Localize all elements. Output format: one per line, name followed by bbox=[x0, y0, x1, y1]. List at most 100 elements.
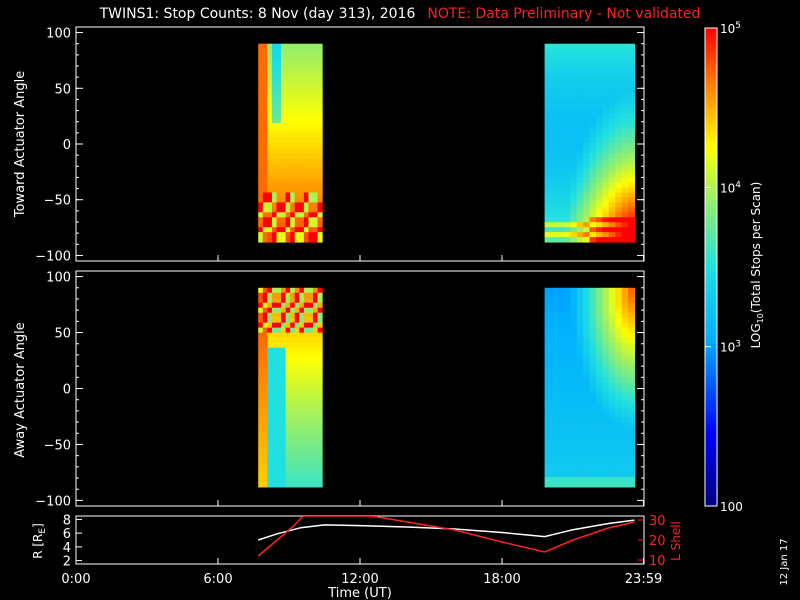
heatmap-cell bbox=[290, 152, 296, 159]
heatmap-cell bbox=[557, 88, 565, 94]
heatmap-cell bbox=[557, 357, 565, 363]
heatmap-cell bbox=[262, 287, 268, 294]
heatmap-cell bbox=[267, 93, 273, 99]
heatmap-cell bbox=[317, 367, 323, 373]
heatmap-cell bbox=[313, 417, 319, 423]
heatmap-cell bbox=[308, 462, 314, 468]
heatmap-cell bbox=[258, 452, 264, 458]
heatmap-cell bbox=[313, 83, 319, 89]
heatmap-cell bbox=[608, 442, 616, 448]
heatmap-cell bbox=[570, 387, 578, 393]
heatmap-cell bbox=[303, 212, 309, 218]
heatmap-cell bbox=[615, 481, 623, 488]
heatmap-cell bbox=[271, 412, 277, 418]
heatmap-cell bbox=[267, 128, 273, 134]
heatmap-cell bbox=[258, 227, 264, 233]
heatmap-cell bbox=[294, 292, 300, 299]
heatmap-cell bbox=[317, 152, 323, 159]
heatmap-cell bbox=[294, 452, 300, 458]
heatmap-cell bbox=[544, 317, 552, 324]
heatmap-cell bbox=[544, 78, 552, 84]
heatmap-cell bbox=[628, 73, 636, 79]
heatmap-cell bbox=[557, 157, 565, 164]
heatmap-cell bbox=[290, 73, 296, 79]
heatmap-cell bbox=[615, 123, 623, 129]
heatmap-cell bbox=[308, 372, 314, 378]
heatmap-cell bbox=[576, 73, 584, 79]
heatmap-cell bbox=[290, 452, 296, 458]
heatmap-cell bbox=[608, 312, 616, 319]
heatmap-cell bbox=[621, 417, 629, 423]
heatmap-cell bbox=[544, 227, 552, 233]
heatmap-cell bbox=[628, 342, 636, 349]
heatmap-cell bbox=[583, 402, 591, 408]
heatmap-cell bbox=[557, 412, 565, 418]
heatmap-cell bbox=[258, 58, 264, 65]
heatmap-cell bbox=[583, 317, 591, 324]
heatmap-cell bbox=[303, 382, 309, 388]
heatmap-cell bbox=[557, 452, 565, 458]
heatmap-cell bbox=[285, 342, 291, 349]
heatmap-cell bbox=[299, 292, 305, 299]
heatmap-cell bbox=[628, 197, 636, 203]
heatmap-cell bbox=[563, 172, 571, 179]
heatmap-cell bbox=[262, 472, 268, 478]
heatmap-cell bbox=[303, 402, 309, 408]
heatmap-cell bbox=[570, 63, 578, 70]
heatmap-cell bbox=[557, 382, 565, 388]
heatmap-cell bbox=[563, 382, 571, 388]
heatmap-cell bbox=[608, 63, 616, 70]
heatmap-cell bbox=[285, 222, 291, 228]
heatmap-cell bbox=[285, 307, 291, 314]
heatmap-cell bbox=[628, 142, 636, 149]
heatmap-cell bbox=[317, 217, 323, 223]
heatmap-cell bbox=[602, 342, 610, 349]
heatmap-cell bbox=[303, 147, 309, 154]
heatmap-cell bbox=[595, 108, 603, 114]
heatmap-cell bbox=[271, 48, 277, 55]
heatmap-cell bbox=[602, 118, 610, 124]
heatmap-cell bbox=[570, 352, 578, 359]
heatmap-cell bbox=[628, 402, 636, 408]
heatmap-cell bbox=[628, 337, 636, 344]
heatmap-cell bbox=[308, 103, 314, 109]
heatmap-cell bbox=[602, 108, 610, 114]
heatmap-cell bbox=[258, 48, 264, 55]
heatmap-cell bbox=[615, 412, 623, 418]
heatmap-cell bbox=[583, 217, 591, 223]
heatmap-cell bbox=[308, 437, 314, 443]
heatmap-cell bbox=[589, 53, 597, 60]
heatmap-cell bbox=[621, 73, 629, 79]
heatmap-cell bbox=[262, 387, 268, 393]
heatmap-cell bbox=[317, 397, 323, 403]
heatmap-cell bbox=[303, 397, 309, 403]
heatmap-cell bbox=[262, 108, 268, 114]
heatmap-cell bbox=[628, 167, 636, 174]
heatmap-cell bbox=[544, 118, 552, 124]
heatmap-cell bbox=[602, 113, 610, 119]
heatmap-cell bbox=[308, 212, 314, 218]
heatmap-cell bbox=[602, 442, 610, 448]
heatmap-cell bbox=[628, 108, 636, 114]
heatmap-cell bbox=[276, 362, 282, 368]
heatmap-cell bbox=[299, 302, 305, 309]
heatmap-cell bbox=[621, 317, 629, 324]
heatmap-cell bbox=[317, 407, 323, 413]
heatmap-cell bbox=[589, 152, 597, 159]
heatmap-cell bbox=[262, 481, 268, 488]
heatmap-cell bbox=[285, 137, 291, 144]
heatmap-cell bbox=[602, 412, 610, 418]
heatmap-cell bbox=[317, 382, 323, 388]
heatmap-cell bbox=[608, 287, 616, 294]
heatmap-cell bbox=[621, 177, 629, 184]
heatmap-cell bbox=[313, 307, 319, 314]
heatmap-cell bbox=[563, 152, 571, 159]
heatmap-cell bbox=[317, 472, 323, 478]
heatmap-cell bbox=[628, 397, 636, 403]
heatmap-cell bbox=[258, 237, 264, 243]
heatmap-cell bbox=[595, 407, 603, 413]
heatmap-cell bbox=[294, 447, 300, 453]
heatmap-cell bbox=[285, 172, 291, 179]
heatmap-cell bbox=[583, 337, 591, 344]
